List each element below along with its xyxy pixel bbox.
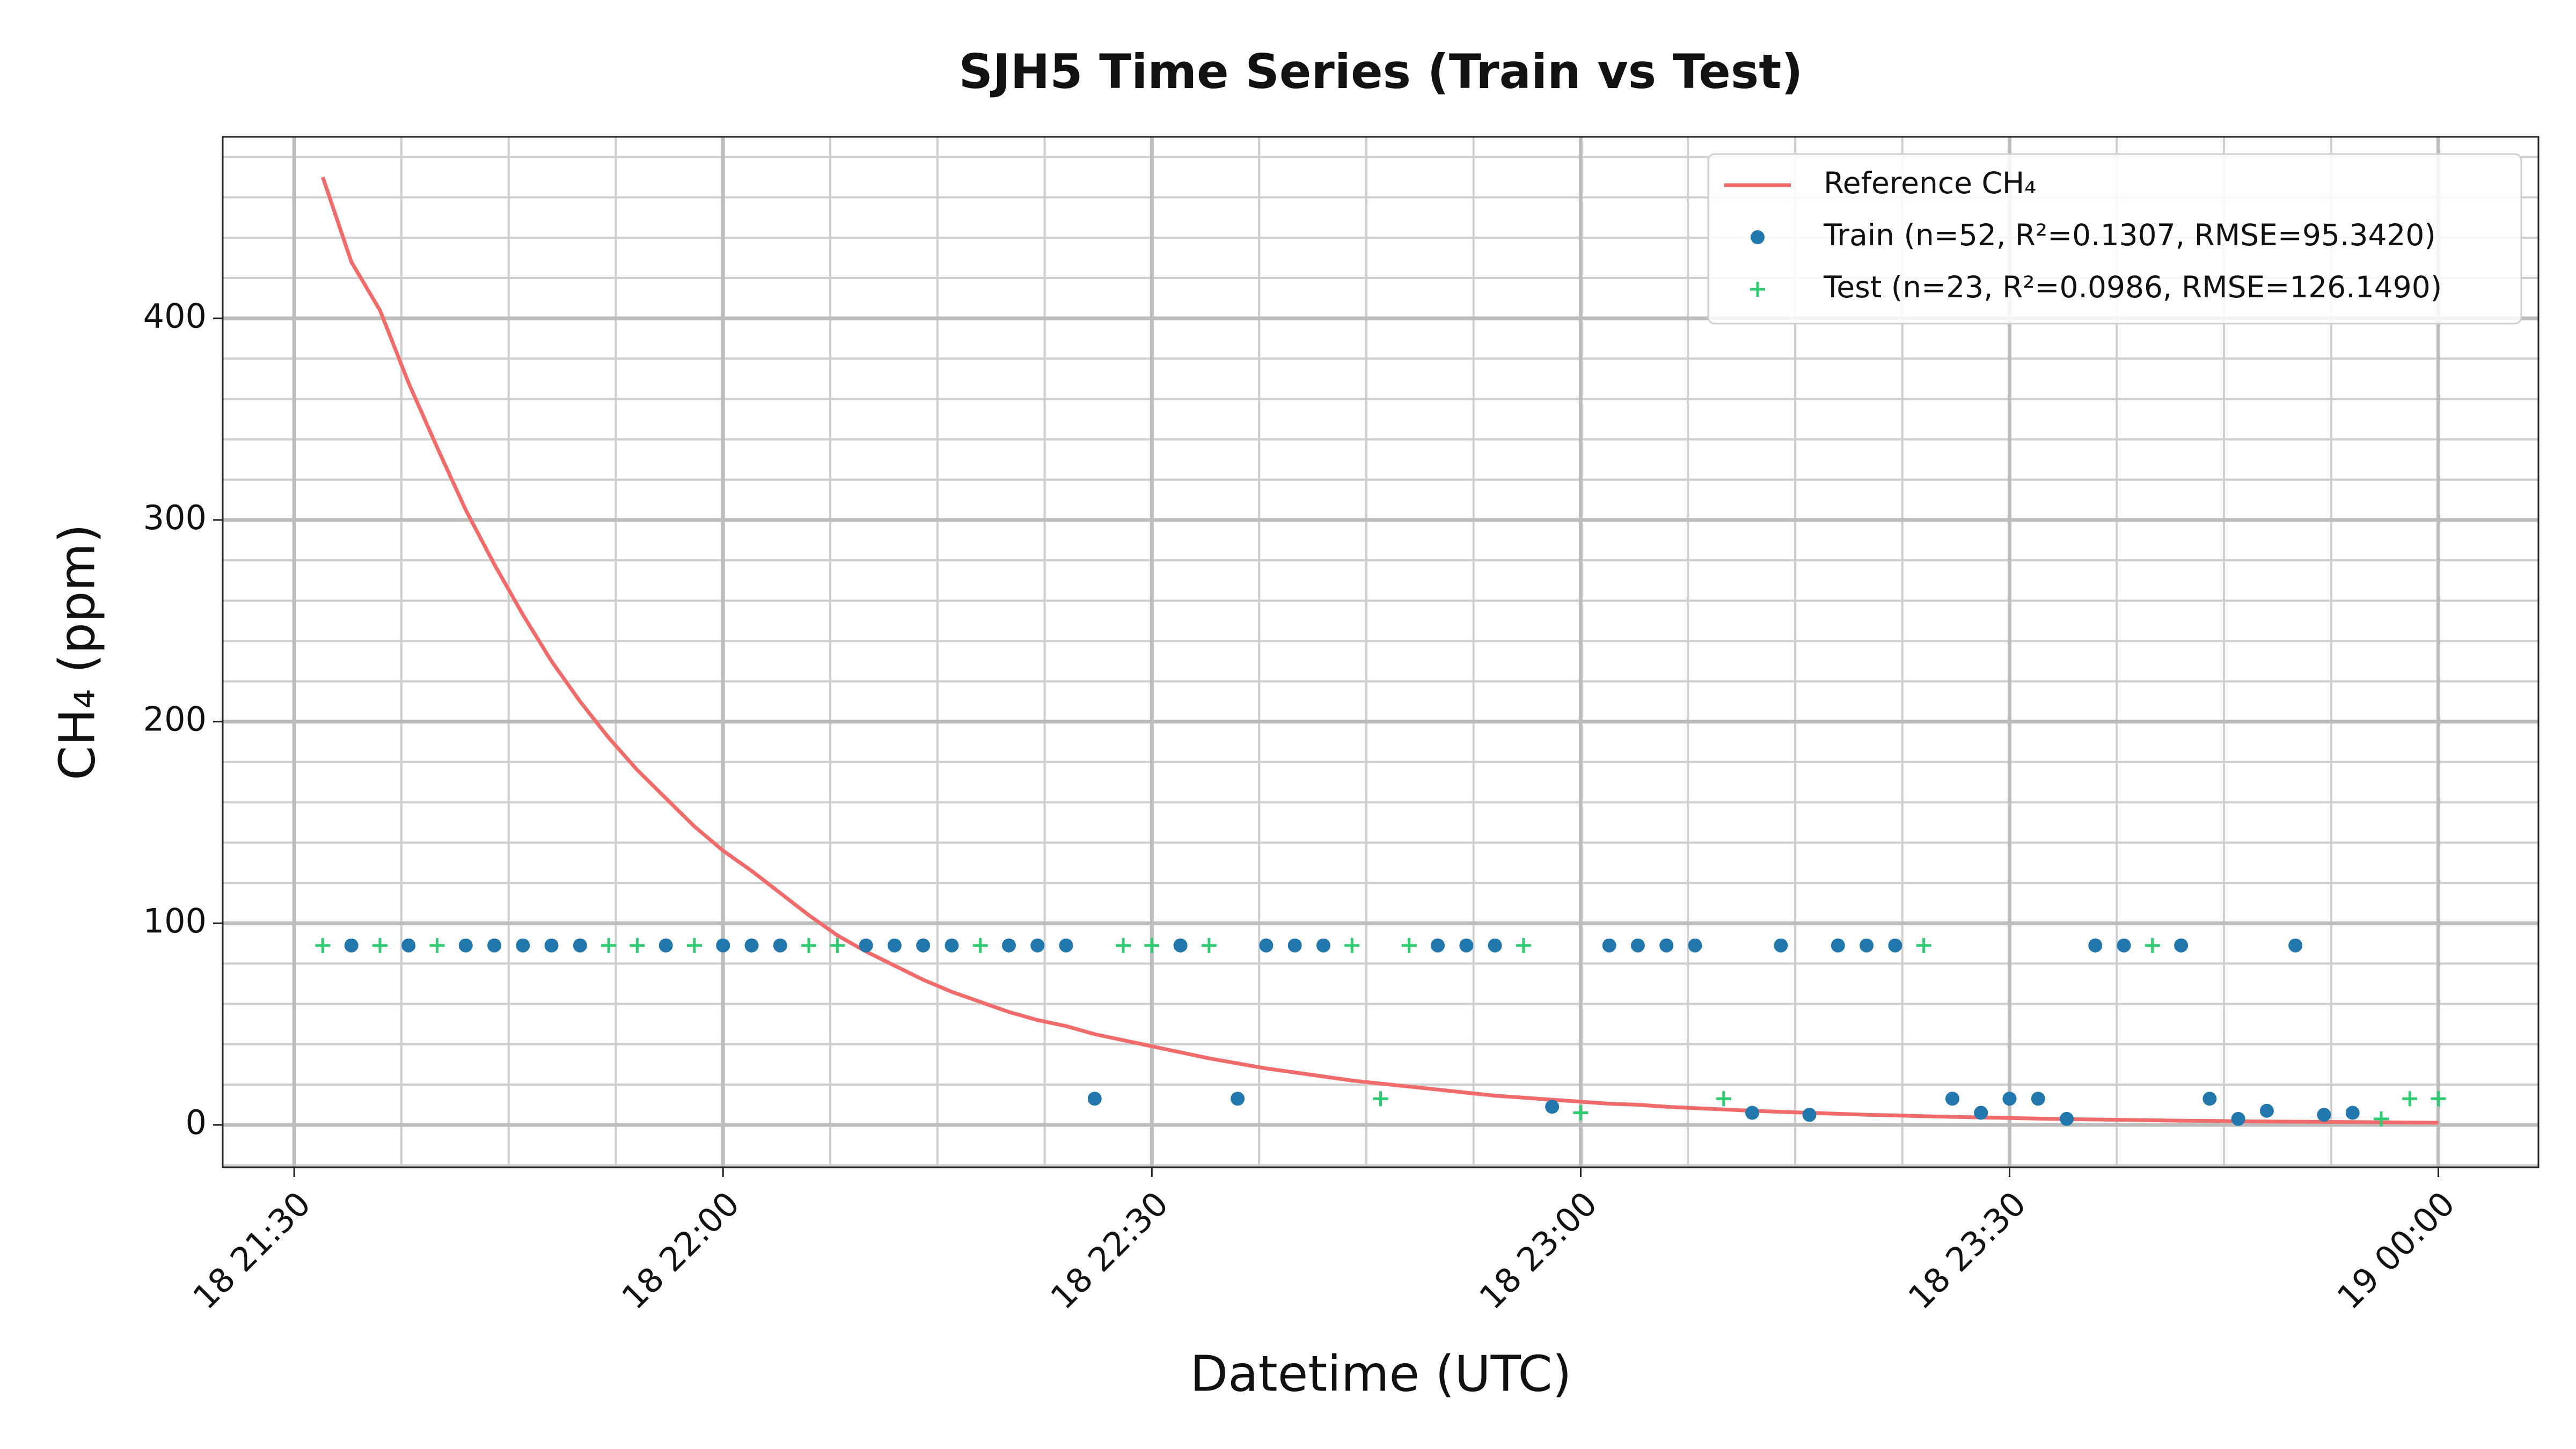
train-point [1287,938,1302,953]
test-point [1116,938,1131,953]
train-point [859,938,873,953]
train-point [1001,938,1016,953]
legend-swatch [1750,282,1765,297]
test-point [686,938,702,953]
test-point [630,938,645,953]
test-point [1573,1105,1589,1121]
train-point [1745,1106,1760,1120]
chart-title: SJH5 Time Series (Train vs Test) [958,44,1803,99]
train-point [1459,938,1474,953]
train-point [1945,1092,1959,1106]
train-point [916,938,931,953]
test-point [1144,938,1160,953]
train-point [716,938,730,953]
y-tick-label: 300 [143,498,207,537]
train-point [2259,1103,2274,1118]
y-tick-label: 400 [143,296,207,335]
test-point [601,938,617,953]
y-tick-label: 0 [186,1103,207,1142]
test-point [1716,1091,1731,1107]
test-point [1916,938,1931,953]
legend-label: Train (n=52, R²=0.1307, RMSE=95.3420) [1823,218,2436,252]
y-tick-label: 200 [143,700,207,739]
train-point [2060,1111,2074,1126]
train-point [2002,1092,2017,1106]
train-point [2231,1111,2245,1126]
test-point [1401,938,1417,953]
train-point [1488,938,1502,953]
legend-label: Test (n=23, R²=0.0986, RMSE=126.1490) [1823,270,2442,304]
train-point [1860,938,1874,953]
test-point [1516,938,1531,953]
train-point [401,938,416,953]
train-point [1688,938,1702,953]
train-point [1259,938,1274,953]
train-point [573,938,587,953]
train-point [1231,1092,1245,1106]
test-point [1344,938,1360,953]
train-point [1602,938,1616,953]
series-line [321,176,2439,1125]
train-point [658,938,673,953]
legend-box [1707,153,2522,325]
train-point [544,938,559,953]
y-tick-label: 100 [143,901,207,940]
train-point [2174,938,2189,953]
train-point [1831,938,1845,953]
train-point [1545,1100,1560,1114]
legend: Reference CH₄ Train (n=52, R²=0.1307, RMS… [1707,153,2522,325]
train-point [773,938,787,953]
train-point [2345,1106,2360,1120]
plot-frame [222,136,2540,1168]
train-point [1802,1108,1817,1122]
y-axis-label: CH₄ (ppm) [48,524,106,780]
train-point [2031,1092,2045,1106]
test-point [429,938,445,953]
test-point [2374,1111,2389,1126]
train-point [344,938,358,953]
train-point [1431,938,1445,953]
train-point [744,938,759,953]
train-point [1888,938,1902,953]
train-point [1059,938,1073,953]
test-point [972,938,988,953]
train-point [1173,938,1188,953]
test-point [2431,1091,2446,1107]
train-point [516,938,530,953]
legend-swatch [1751,230,1765,244]
train-point [1087,1092,1102,1106]
x-axis-label: Datetime (UTC) [1190,1345,1571,1402]
plot-marks [315,176,2446,1126]
test-point [1201,938,1217,953]
train-point [2088,938,2103,953]
train-point [945,938,959,953]
train-point [2117,938,2131,953]
test-point [372,938,387,953]
test-point [1373,1091,1388,1107]
test-point [2402,1091,2418,1107]
legend-label: Reference CH₄ [1824,166,2036,200]
test-point [830,938,845,953]
train-point [1030,938,1045,953]
train-point [487,938,502,953]
train-point [458,938,473,953]
train-point [1774,938,1788,953]
train-point [2288,938,2303,953]
test-point [315,938,331,953]
train-point [1659,938,1674,953]
train-point [2202,1092,2217,1106]
train-point [1974,1106,1988,1120]
train-point [887,938,902,953]
test-point [801,938,817,953]
train-point [1630,938,1645,953]
train-point [1316,938,1330,953]
test-point [2145,938,2160,953]
train-point [2317,1108,2331,1122]
